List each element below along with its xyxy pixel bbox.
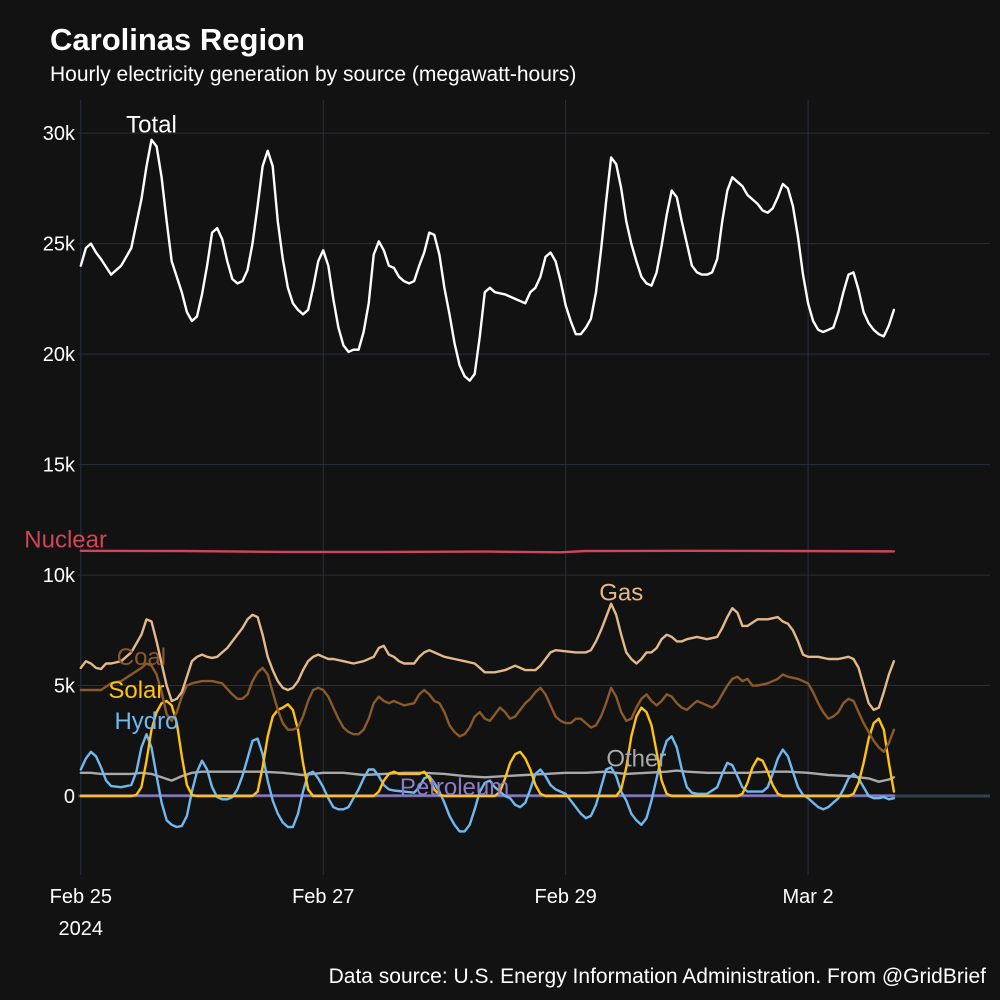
x-tick-sublabel: 2024 [59, 918, 104, 940]
coal-series-label: Coal [117, 644, 166, 671]
x-tick-label: Feb 25 [50, 886, 112, 908]
x-tick-label: Feb 29 [535, 886, 597, 908]
nuclear-series-label: Nuclear [24, 527, 107, 554]
y-tick-label: 30k [43, 123, 76, 145]
other-series-label: Other [606, 745, 666, 772]
chart-title: Carolinas Region [50, 22, 305, 57]
data-source-note: Data source: U.S. Energy Information Adm… [329, 965, 987, 988]
y-tick-label: 10k [43, 565, 76, 587]
chart-subtitle: Hourly electricity generation by source … [50, 63, 576, 86]
solar-series-label: Solar [108, 677, 164, 704]
y-tick-label: 15k [43, 455, 76, 477]
solar-series-line [79, 699, 896, 798]
gas-series-label: Gas [599, 580, 643, 607]
series-labels: Total Nuclear Gas Coal Solar Hydro Other Petrol… [24, 111, 666, 801]
petroleum-series-label: Petroleum [400, 774, 509, 801]
x-tick-label: Feb 27 [292, 886, 354, 908]
total-series-line [79, 138, 896, 382]
total-series-label: Total [126, 111, 177, 138]
other-series-line [79, 769, 896, 783]
nuclear-series-line [79, 549, 896, 554]
gas-series-line [79, 602, 896, 712]
hydro-series-line [79, 733, 896, 833]
y-tick-label: 0 [64, 786, 75, 808]
hydro-series-label: Hydro [114, 708, 178, 735]
y-tick-label: 5k [54, 676, 76, 698]
series-lines [79, 138, 896, 833]
x-tick-label: Mar 2 [783, 886, 834, 908]
y-tick-label: 20k [43, 344, 76, 366]
axis-tick-labels: 0 5k 10k 15k 20k 25k 30k Feb 25 2024 Feb 27 Feb 29… [43, 123, 834, 940]
y-tick-label: 25k [43, 234, 76, 256]
coal-series-line [79, 662, 896, 753]
